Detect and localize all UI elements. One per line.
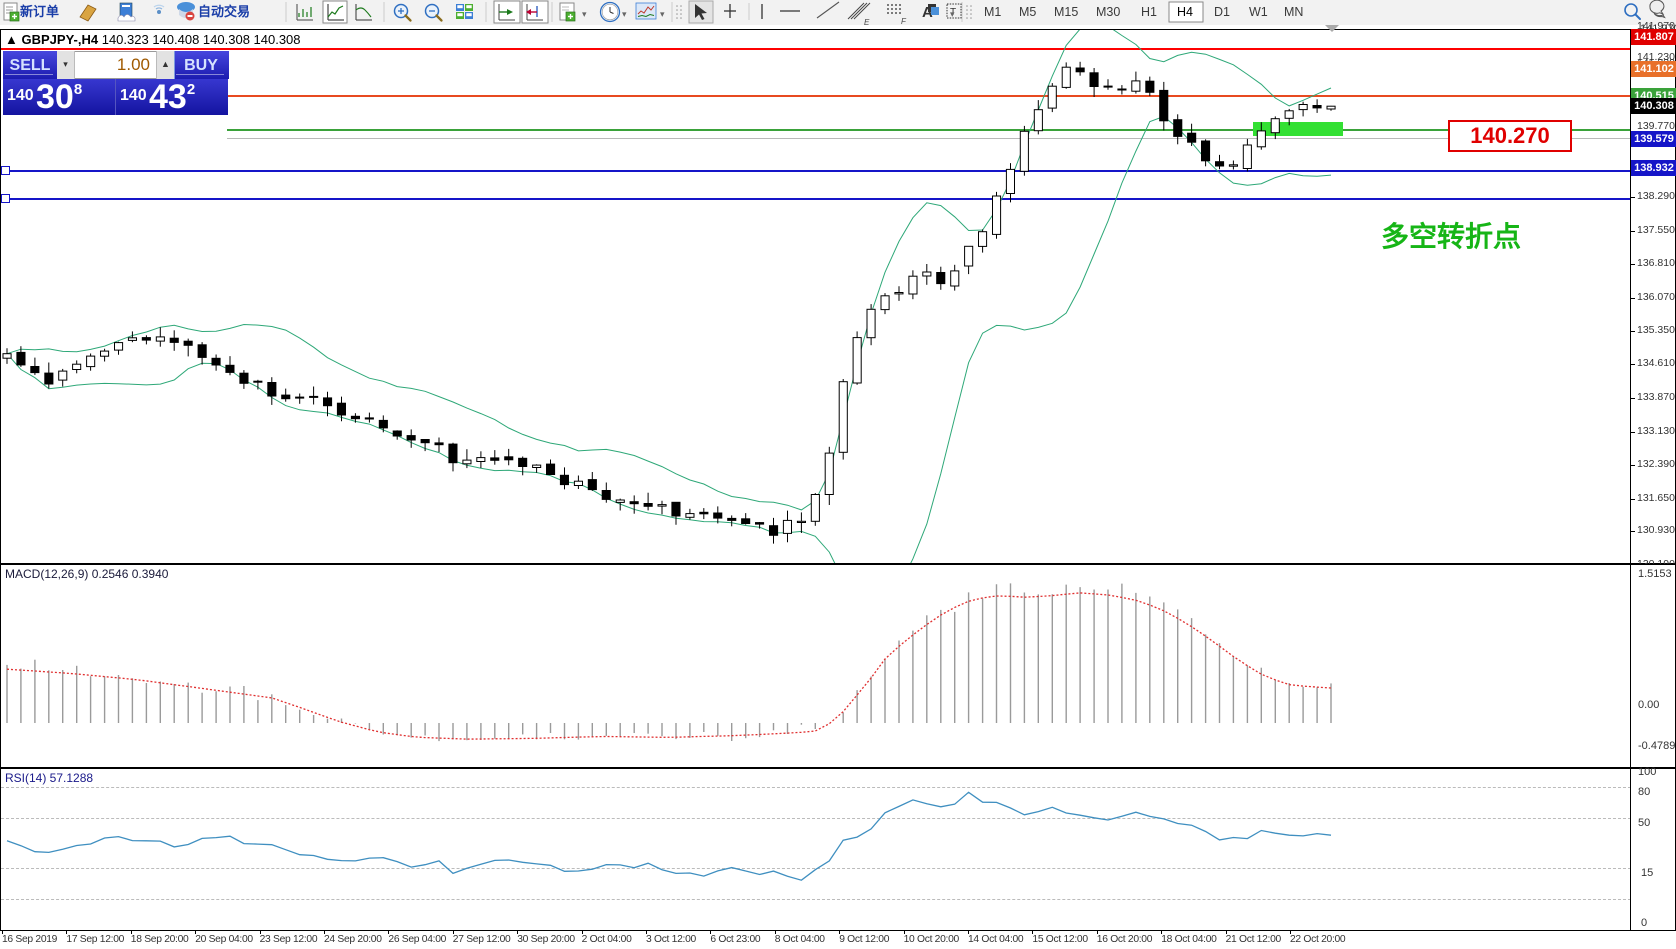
svg-text:M5: M5 [1019, 5, 1036, 19]
svg-text:M15: M15 [1054, 5, 1078, 19]
svg-text:▾: ▾ [660, 9, 665, 19]
svg-text:E: E [864, 18, 870, 25]
svg-text:W1: W1 [1249, 5, 1268, 19]
svg-text:F: F [901, 17, 907, 25]
svg-text:▾: ▾ [582, 9, 587, 19]
svg-text:D1: D1 [1214, 5, 1230, 19]
svg-text:新订单: 新订单 [20, 4, 59, 19]
svg-text:MN: MN [1284, 5, 1303, 19]
svg-text:M1: M1 [984, 5, 1001, 19]
svg-text:H1: H1 [1141, 5, 1157, 19]
svg-text:M30: M30 [1096, 5, 1120, 19]
svg-text:自动交易: 自动交易 [198, 4, 250, 19]
svg-text:▾: ▾ [950, 9, 955, 19]
svg-text:▾: ▾ [622, 9, 627, 19]
svg-text:H4: H4 [1177, 5, 1193, 19]
